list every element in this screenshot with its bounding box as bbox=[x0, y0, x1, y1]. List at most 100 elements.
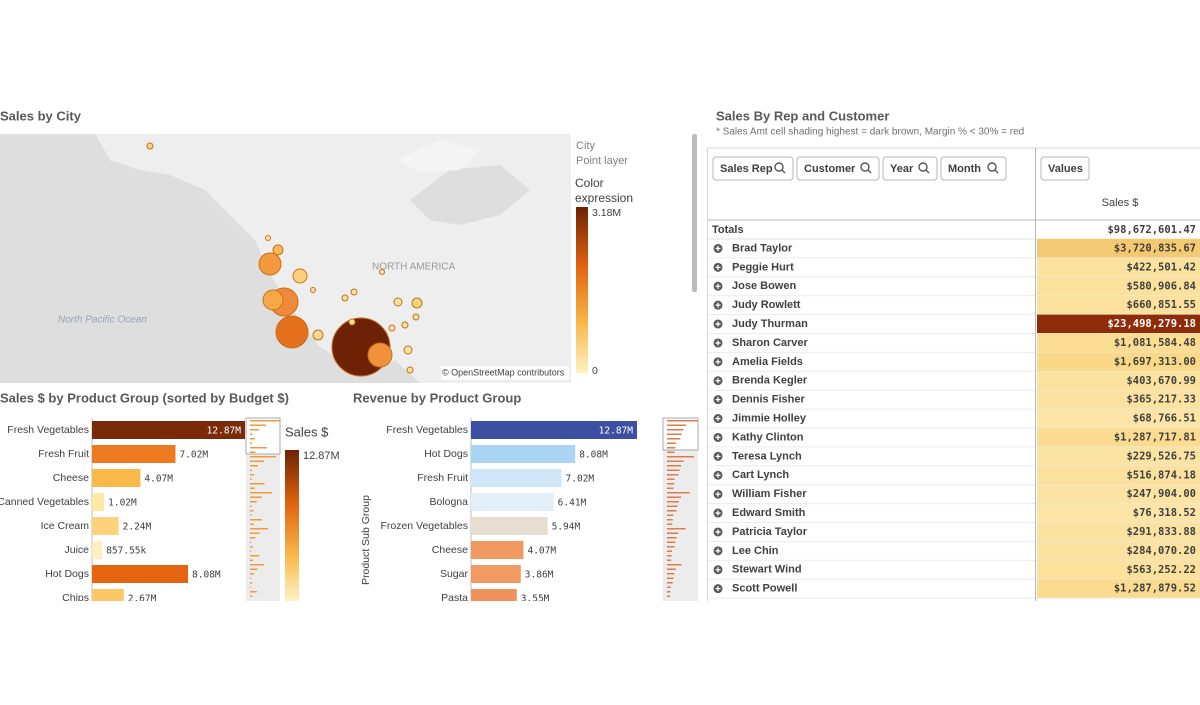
sales-value: $1,287,717.81 bbox=[1114, 431, 1196, 443]
rep-name[interactable]: Amelia Fields bbox=[732, 356, 803, 368]
bar[interactable] bbox=[92, 565, 189, 583]
bar[interactable] bbox=[471, 421, 637, 439]
rep-name[interactable]: Sharon Carver bbox=[732, 337, 809, 349]
rep-name[interactable]: Kathy Clinton bbox=[732, 431, 804, 443]
y-axis-label: Product Sub Group bbox=[360, 495, 372, 585]
sales-value: $23,498,279.18 bbox=[1107, 318, 1196, 330]
map-title: Sales by City bbox=[0, 108, 82, 123]
minichart-line bbox=[667, 456, 694, 458]
filter-button[interactable]: Year bbox=[882, 156, 938, 181]
minichart-line bbox=[250, 478, 252, 480]
value-cell bbox=[1037, 257, 1200, 277]
bar[interactable] bbox=[471, 445, 576, 463]
rep-name[interactable]: Jimmie Holley bbox=[732, 412, 807, 424]
rep-name[interactable]: William Fisher bbox=[732, 488, 807, 500]
minichart-line bbox=[250, 546, 253, 548]
value-label: 2.24M bbox=[123, 522, 152, 533]
minichart-line bbox=[667, 447, 676, 449]
bar[interactable] bbox=[471, 541, 524, 559]
city-bubble bbox=[401, 321, 409, 329]
value-cell bbox=[1037, 295, 1200, 315]
rep-name[interactable]: Cart Lynch bbox=[732, 469, 789, 481]
value-cell bbox=[1037, 560, 1200, 580]
rep-name[interactable]: Dennis Fisher bbox=[732, 394, 805, 406]
rep-name[interactable]: Brenda Kegler bbox=[732, 375, 808, 387]
sales-value: $1,697,313.00 bbox=[1114, 356, 1196, 368]
minichart-line bbox=[667, 519, 673, 521]
bar[interactable] bbox=[92, 493, 105, 511]
search-icon bbox=[925, 169, 930, 174]
value-cell bbox=[1037, 276, 1200, 296]
table: Sales By Rep and Customer * Sales Amt ce… bbox=[707, 108, 1200, 601]
map-scrollbar[interactable] bbox=[692, 134, 697, 292]
filter-button-label: Sales Rep bbox=[720, 163, 773, 175]
sales-value: $247,904.00 bbox=[1126, 488, 1196, 500]
minichart-line bbox=[250, 420, 280, 422]
minichart-line bbox=[250, 492, 272, 494]
filter-button[interactable]: Sales Rep bbox=[712, 156, 794, 181]
rep-name[interactable]: Scott Powell bbox=[732, 583, 797, 595]
bar[interactable] bbox=[471, 469, 562, 487]
minichart-line bbox=[667, 532, 679, 534]
sales-value: $1,287,879.52 bbox=[1114, 583, 1196, 595]
column-header[interactable]: Sales $ bbox=[1102, 197, 1139, 209]
value-cell bbox=[1037, 522, 1200, 542]
minichart-line bbox=[667, 429, 684, 431]
bar[interactable] bbox=[471, 493, 554, 511]
minichart-line bbox=[250, 568, 258, 570]
expand-icon-plus bbox=[715, 321, 721, 327]
totals-value: $98,672,601.47 bbox=[1107, 224, 1196, 236]
city-bubble bbox=[341, 294, 349, 302]
bar[interactable] bbox=[92, 445, 176, 463]
rep-name[interactable]: Patricia Taylor bbox=[732, 526, 808, 538]
city-bubble bbox=[312, 329, 324, 341]
minichart-line bbox=[667, 487, 674, 489]
category-label: Fresh Fruit bbox=[38, 448, 89, 460]
bar[interactable] bbox=[92, 541, 103, 559]
charts: Fresh Vegetables 12.87M Fresh Fruit 7.02M Ch… bbox=[0, 418, 698, 607]
values-button-box bbox=[1040, 156, 1090, 181]
filter-button[interactable]: Customer bbox=[796, 156, 880, 181]
rep-name[interactable]: Jose Bowen bbox=[732, 280, 796, 292]
filter-button[interactable]: Month bbox=[940, 156, 1007, 181]
rep-name[interactable]: Lee Chin bbox=[732, 545, 779, 557]
minichart-line bbox=[667, 424, 687, 426]
bar[interactable] bbox=[471, 565, 521, 583]
map-attribution[interactable]: © OpenStreetMap contributors bbox=[442, 367, 565, 377]
bar[interactable] bbox=[92, 421, 245, 439]
bar[interactable] bbox=[471, 517, 548, 535]
city-bubble bbox=[411, 297, 423, 309]
rep-name[interactable]: Teresa Lynch bbox=[732, 450, 802, 462]
rep-name[interactable]: Stewart Wind bbox=[732, 564, 802, 576]
minichart-line bbox=[250, 438, 255, 440]
sales-value: $580,906.84 bbox=[1126, 280, 1196, 292]
rep-name[interactable]: Peggie Hurt bbox=[732, 261, 794, 273]
expand-icon-plus bbox=[715, 510, 721, 516]
category-label: Hot Dogs bbox=[424, 448, 468, 460]
city-bubble bbox=[146, 142, 154, 150]
minichart-window[interactable] bbox=[245, 417, 281, 455]
value-cell bbox=[1037, 409, 1200, 428]
value-cell bbox=[1037, 465, 1200, 485]
minichart-line bbox=[667, 433, 682, 435]
bar[interactable] bbox=[92, 517, 119, 535]
bar[interactable] bbox=[471, 589, 517, 607]
value-label: 2.67M bbox=[128, 594, 157, 605]
values-button[interactable]: Values bbox=[1040, 156, 1090, 181]
category-label: Pasta bbox=[441, 592, 468, 604]
rep-name[interactable]: Brad Taylor bbox=[732, 242, 793, 254]
sales-value: $3,720,835.67 bbox=[1114, 242, 1196, 254]
rep-name[interactable]: Judy Rowlett bbox=[732, 299, 801, 311]
minichart-line bbox=[667, 505, 678, 507]
minichart-line bbox=[250, 555, 260, 557]
city-bubble bbox=[406, 366, 414, 374]
category-label: Canned Vegetables bbox=[0, 496, 89, 508]
bar[interactable] bbox=[92, 589, 124, 607]
filter-button-box bbox=[712, 156, 794, 181]
map[interactable]: NORTH AMERICA North Pacific Ocean bbox=[0, 134, 571, 383]
bar[interactable] bbox=[92, 469, 141, 487]
rep-name[interactable]: Edward Smith bbox=[732, 507, 806, 519]
minichart-line bbox=[250, 424, 267, 426]
rep-name[interactable]: Judy Thurman bbox=[732, 318, 808, 330]
